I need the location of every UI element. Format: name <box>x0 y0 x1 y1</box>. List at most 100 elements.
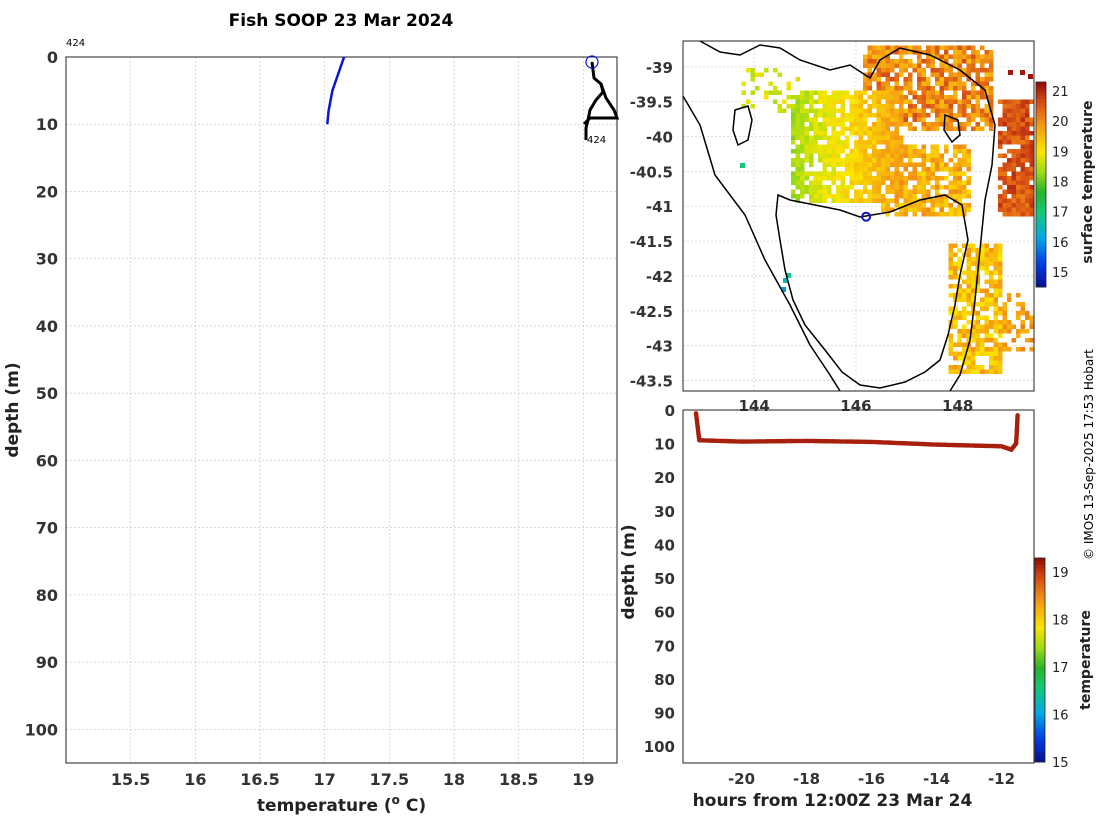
sst-cell <box>840 189 845 194</box>
sst-cell <box>818 171 823 176</box>
sst-cell <box>894 171 899 176</box>
sst-cell <box>786 86 791 91</box>
sst-cell <box>885 140 890 145</box>
sst-cell <box>795 113 800 118</box>
sst-cell <box>872 140 877 145</box>
sst-cell <box>876 194 881 199</box>
sst-cell <box>975 108 980 113</box>
sst-cell <box>894 162 899 167</box>
sst-cell <box>930 162 935 167</box>
sst-cell <box>872 131 877 136</box>
sst-cell <box>863 86 868 91</box>
sst-cell <box>993 261 998 266</box>
sst-cell <box>957 342 962 347</box>
sst-cell <box>899 162 904 167</box>
sst-cell <box>948 68 953 73</box>
sst-cell <box>989 68 994 73</box>
sst-cell <box>863 99 868 104</box>
sst-cell <box>1016 189 1021 194</box>
sst-cell <box>962 113 967 118</box>
sst-cell <box>849 126 854 131</box>
sst-cell <box>962 45 967 50</box>
sst-cell <box>849 198 854 203</box>
sst-cell <box>800 176 805 181</box>
sst-cell <box>957 293 962 298</box>
sst-cell <box>921 72 926 77</box>
sst-cell <box>935 126 940 131</box>
sst-cell <box>966 180 971 185</box>
sst-cell <box>894 167 899 172</box>
sst-cell <box>800 158 805 163</box>
sst-cell <box>876 104 881 109</box>
sst-cell <box>962 86 967 91</box>
y-tick-label: 70 <box>36 519 58 538</box>
sst-cell <box>881 180 886 185</box>
sst-cell <box>813 149 818 154</box>
sst-cell <box>1025 171 1030 176</box>
sst-cell <box>912 167 917 172</box>
sst-cell <box>989 347 994 352</box>
sst-cell <box>1029 207 1034 212</box>
sst-cell <box>876 108 881 113</box>
sst-cell <box>827 144 832 149</box>
sst-cell <box>863 144 868 149</box>
sst-cell <box>899 189 904 194</box>
sst-cell <box>872 95 877 100</box>
sst-cell <box>836 158 841 163</box>
sst-cell <box>1002 140 1007 145</box>
sst-cell <box>1020 324 1025 329</box>
sst-cell <box>935 149 940 154</box>
sst-cell <box>944 99 949 104</box>
sst-cell <box>971 257 976 262</box>
sst-cell <box>989 90 994 95</box>
sst-cell <box>863 180 868 185</box>
sst-cell <box>971 248 976 253</box>
sst-cell <box>822 144 827 149</box>
sst-cell <box>962 351 967 356</box>
sst-cell <box>876 50 881 55</box>
sst-cell <box>957 315 962 320</box>
sst-cell <box>957 257 962 262</box>
sst-cell <box>957 77 962 82</box>
sst-cell <box>890 171 895 176</box>
section-colorbar-segment <box>1035 622 1045 627</box>
map-colorbar-segment <box>1036 112 1046 117</box>
sst-cell <box>930 68 935 73</box>
sst-cell <box>939 108 944 113</box>
sst-cell <box>840 104 845 109</box>
sst-cell <box>813 176 818 181</box>
sst-cell <box>935 99 940 104</box>
map-colorbar-segment <box>1036 177 1046 182</box>
sst-cell <box>953 95 958 100</box>
section-colorbar-segment <box>1035 609 1045 613</box>
sst-cell <box>1007 180 1012 185</box>
y-tick-label: 60 <box>36 451 58 470</box>
sst-cell <box>863 171 868 176</box>
sst-cell <box>926 99 931 104</box>
sst-cell <box>921 189 926 194</box>
vessel-position-marker <box>861 211 872 222</box>
sst-cell <box>858 171 863 176</box>
sst-cell <box>966 203 971 208</box>
sst-cell <box>998 279 1003 284</box>
sst-cell <box>1016 140 1021 145</box>
sst-cell <box>962 90 967 95</box>
sst-cell <box>989 324 994 329</box>
sst-cell <box>930 144 935 149</box>
sst-cell <box>872 162 877 167</box>
sst-cell <box>1020 167 1025 172</box>
sst-cell <box>912 212 917 217</box>
map-lat-tick-label: -40 <box>646 129 673 147</box>
sst-cell <box>858 90 863 95</box>
sst-cell <box>885 144 890 149</box>
sst-cell <box>948 117 953 122</box>
sst-cell <box>849 176 854 181</box>
sst-cell <box>939 45 944 50</box>
sst-cell <box>885 77 890 82</box>
sst-cell <box>818 189 823 194</box>
sst-cell <box>858 149 863 154</box>
sst-cell <box>885 153 890 158</box>
sst-cell <box>1002 315 1007 320</box>
sst-cell <box>966 45 971 50</box>
sst-cell <box>908 113 913 118</box>
